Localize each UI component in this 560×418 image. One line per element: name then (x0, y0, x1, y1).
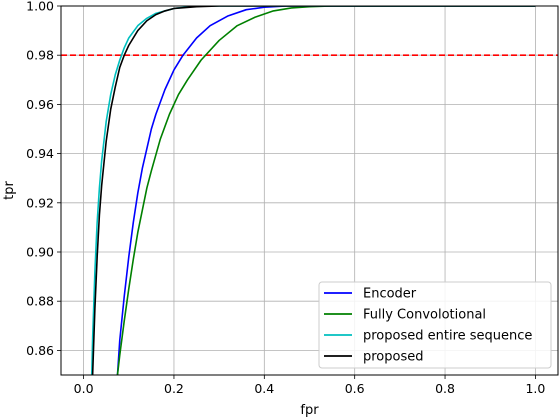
plot-frame (60, 5, 559, 376)
y-tick-label: 1.00 (26, 0, 54, 14)
y-tick-label: 0.98 (26, 48, 54, 63)
x-tick-label: 0.4 (254, 381, 274, 396)
series-line-3 (91, 6, 536, 375)
x-tick-label: 0.8 (435, 381, 455, 396)
legend-label: Encoder (363, 287, 417, 302)
series-line-1 (116, 6, 536, 375)
x-axis-ticks: 0.0 0.2 0.4 0.6 0.8 1.0 (74, 375, 545, 396)
legend-label: Fully Convolotional (363, 308, 486, 323)
legend-label: proposed entire sequence (363, 329, 532, 344)
legend: Encoder Fully Convolotional proposed entir… (318, 281, 552, 369)
x-axis-label: fpr (300, 403, 319, 418)
legend-label: proposed (363, 350, 424, 365)
series-lines (61, 6, 558, 375)
x-tick-label: 0.0 (74, 381, 94, 396)
y-tick-label: 0.86 (26, 343, 54, 358)
legend-box (318, 281, 552, 369)
x-tick-label: 0.2 (164, 381, 184, 396)
y-tick-label: 0.96 (26, 97, 54, 112)
y-tick-label: 0.92 (26, 195, 54, 210)
y-tick-label: 0.90 (26, 245, 54, 260)
y-tick-label: 0.94 (26, 146, 54, 161)
x-tick-label: 1.0 (525, 381, 545, 396)
y-tick-label: 0.88 (26, 294, 54, 309)
x-tick-label: 0.6 (345, 381, 365, 396)
y-axis-label: tpr (2, 181, 17, 200)
y-axis-ticks: 0.86 0.88 0.90 0.92 0.94 0.96 0.98 1.00 (26, 0, 61, 358)
